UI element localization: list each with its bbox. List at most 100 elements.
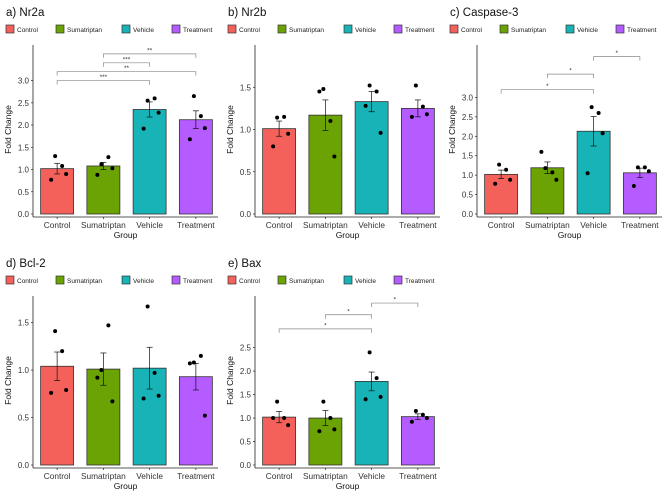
data-point	[420, 104, 425, 109]
legend-swatch-sumatriptan	[55, 24, 65, 34]
chart-title: d) Bcl-2	[6, 258, 46, 270]
data-point	[95, 375, 100, 380]
data-point	[413, 409, 418, 414]
data-point	[508, 177, 513, 182]
data-point	[631, 184, 636, 189]
legend-label-treatment: Treatment	[405, 278, 435, 285]
significance-label: *	[393, 297, 396, 304]
chart-svg: e) Bax Control Sumatriptan Vehicle Treatment…	[225, 258, 440, 491]
panel-nr2b: b) Nr2b Control Sumatriptan Vehicle Treatmen…	[222, 0, 445, 251]
x-tick-label: Vehicle	[580, 220, 607, 230]
data-point	[53, 329, 58, 334]
chart-svg: b) Nr2b Control Sumatriptan Vehicle Treatmen…	[225, 7, 440, 240]
legend-swatch-treatment	[171, 24, 181, 34]
data-point	[99, 368, 104, 373]
chart-title: c) Caspase-3	[450, 7, 518, 19]
y-tick-label: 1.0	[18, 166, 30, 175]
bar-control	[262, 416, 297, 466]
data-point	[106, 155, 111, 160]
x-tick-label: Sumatriptan	[81, 220, 126, 230]
panel-bax: e) Bax Control Sumatriptan Vehicle Treatment…	[222, 251, 445, 502]
data-point	[332, 154, 337, 159]
y-tick-label: 0.0	[240, 461, 252, 470]
data-point	[106, 323, 111, 328]
chart-svg: c) Caspase-3 Control Sumatriptan Vehicle Tre…	[447, 7, 662, 240]
bar-vehicle	[354, 381, 389, 466]
y-axis-label: Fold Change	[447, 105, 457, 154]
legend-swatch-vehicle	[565, 24, 575, 34]
chart-svg: d) Bcl-2 Control Sumatriptan Vehicle Treatme…	[3, 258, 218, 491]
legend-label-sumatriptan: Sumatriptan	[289, 27, 324, 34]
x-tick-label: Vehicle	[358, 471, 385, 481]
data-point	[95, 172, 100, 177]
legend-swatch-sumatriptan	[499, 24, 509, 34]
significance-label: **	[124, 65, 130, 72]
data-point	[646, 169, 651, 174]
significance-bracket	[103, 53, 197, 58]
legend-swatch-treatment	[615, 24, 625, 34]
x-tick-label: Treatment	[399, 220, 437, 230]
data-point	[60, 349, 65, 354]
data-point	[585, 171, 590, 176]
y-tick-label: 0.0	[462, 210, 474, 219]
legend-swatch-treatment	[393, 275, 403, 285]
bar-treatment	[178, 119, 213, 215]
y-tick-label: 1.5	[240, 83, 252, 92]
significance-label: ***	[123, 56, 131, 63]
data-point	[198, 114, 203, 119]
legend-label-sumatriptan: Sumatriptan	[67, 27, 102, 34]
y-tick-label: 0.5	[462, 191, 474, 200]
x-tick-label: Vehicle	[136, 471, 163, 481]
legend-swatch-vehicle	[343, 24, 353, 34]
data-point	[378, 130, 383, 135]
y-tick-label: 0.5	[18, 188, 30, 197]
y-axis-label: Fold Change	[225, 105, 235, 154]
data-point	[367, 83, 372, 88]
data-point	[321, 399, 326, 404]
data-point	[187, 137, 192, 142]
bar-vehicle	[354, 101, 389, 215]
legend-label-vehicle: Vehicle	[133, 278, 154, 285]
legend-label-vehicle: Vehicle	[133, 27, 154, 34]
x-axis-label: Group	[558, 230, 582, 240]
data-point	[152, 370, 157, 375]
legend-swatch-treatment	[171, 275, 181, 285]
legend-swatch-control	[5, 24, 15, 34]
significance-label: *	[569, 68, 572, 75]
x-tick-label: Sumatriptan	[525, 220, 570, 230]
significance-bracket	[547, 73, 594, 79]
x-tick-label: Treatment	[177, 220, 215, 230]
x-tick-label: Vehicle	[136, 220, 163, 230]
y-tick-label: 0.5	[18, 414, 30, 423]
data-point	[64, 171, 69, 176]
data-point	[497, 162, 502, 167]
data-point	[275, 399, 280, 404]
data-point	[317, 89, 322, 94]
x-tick-label: Sumatriptan	[81, 471, 126, 481]
legend-label-treatment: Treatment	[183, 278, 213, 285]
data-point	[424, 112, 429, 117]
data-point	[543, 166, 548, 171]
y-tick-label: 2.0	[18, 121, 30, 130]
significance-bracket	[371, 302, 419, 308]
bar-sumatriptan	[86, 165, 121, 215]
data-point	[60, 163, 65, 168]
significance-bracket	[56, 71, 197, 76]
data-point	[286, 423, 291, 428]
data-point	[187, 361, 192, 366]
significance-bracket	[278, 328, 372, 333]
data-point	[99, 162, 104, 167]
data-point	[198, 353, 203, 358]
data-point	[156, 110, 161, 115]
data-point	[282, 416, 287, 421]
y-tick-label: 2.5	[240, 344, 252, 353]
data-point	[504, 167, 509, 172]
data-point	[420, 412, 425, 417]
bar-control	[40, 168, 75, 215]
legend-label-vehicle: Vehicle	[355, 278, 376, 285]
y-tick-label: 0.0	[18, 210, 30, 219]
legend-label-sumatriptan: Sumatriptan	[289, 278, 324, 285]
significance-bracket	[56, 80, 150, 85]
significance-label: *	[347, 308, 350, 315]
x-tick-label: Control	[266, 220, 293, 230]
